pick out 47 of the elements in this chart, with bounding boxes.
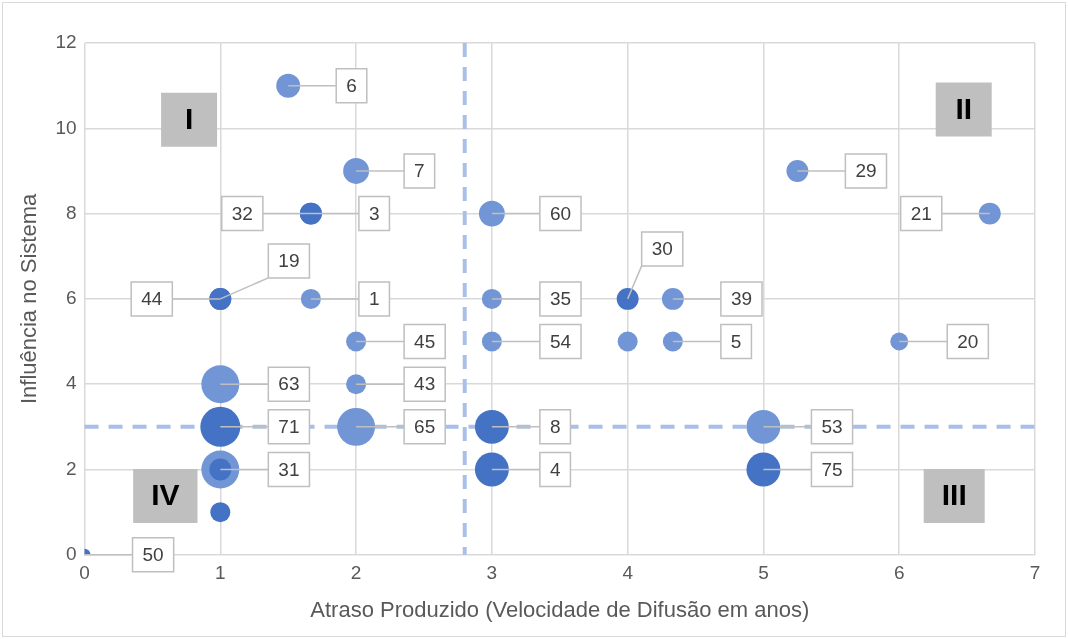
annotation: 5	[730, 330, 742, 352]
annotation: 21	[910, 202, 932, 224]
y-axis-title: Influência no Sistema	[16, 192, 42, 405]
x-tick-label: 4	[622, 562, 634, 584]
annotation: 44	[141, 288, 163, 310]
annotation: 54	[549, 330, 572, 352]
x-tick-label: 5	[758, 562, 769, 584]
y-tick-label: 2	[65, 457, 77, 479]
annotation: 75	[821, 458, 843, 480]
y-tick-label: 12	[55, 31, 77, 53]
annotation: 60	[549, 202, 572, 224]
y-tick-label: 8	[65, 201, 77, 223]
annotation: 1	[368, 288, 380, 310]
annotation: 31	[278, 458, 300, 480]
annotation: 30	[651, 238, 673, 260]
annotation: 19	[278, 250, 300, 272]
y-tick-label: 0	[65, 543, 77, 565]
x-tick-label: 3	[486, 562, 498, 584]
annotation: 63	[278, 373, 300, 395]
annotation: 7	[414, 160, 425, 182]
annotation: 29	[855, 160, 877, 182]
x-tick-label: 7	[1029, 562, 1041, 584]
annotation: 71	[278, 416, 300, 438]
annotation: 8	[549, 416, 561, 438]
annotation: 50	[142, 544, 164, 566]
annotation: 35	[549, 288, 572, 310]
annotation: 32	[231, 202, 253, 224]
annotation: III	[941, 478, 967, 512]
x-tick-label: 6	[893, 562, 905, 584]
x-tick-label: 2	[350, 562, 362, 584]
annotation: 3	[368, 202, 380, 224]
annotation: 53	[821, 416, 843, 438]
annotation: 4	[549, 458, 561, 480]
annotation: 65	[414, 416, 436, 438]
annotation: 45	[414, 330, 436, 352]
y-tick-label: 10	[55, 116, 77, 138]
annotation: IV	[151, 478, 180, 512]
y-tick-label: 4	[65, 372, 77, 394]
annotation: II	[955, 91, 973, 125]
x-tick-label: 1	[215, 562, 226, 584]
annotation: 39	[730, 288, 753, 310]
annotation: 20	[957, 330, 979, 352]
x-axis-title: Atraso Produzido (Velocidade de Difusão em anos)	[310, 596, 810, 622]
annotation: 43	[414, 373, 436, 395]
annotation: I	[184, 102, 194, 136]
annotation: 6	[346, 74, 357, 96]
y-tick-label: 6	[65, 287, 77, 309]
